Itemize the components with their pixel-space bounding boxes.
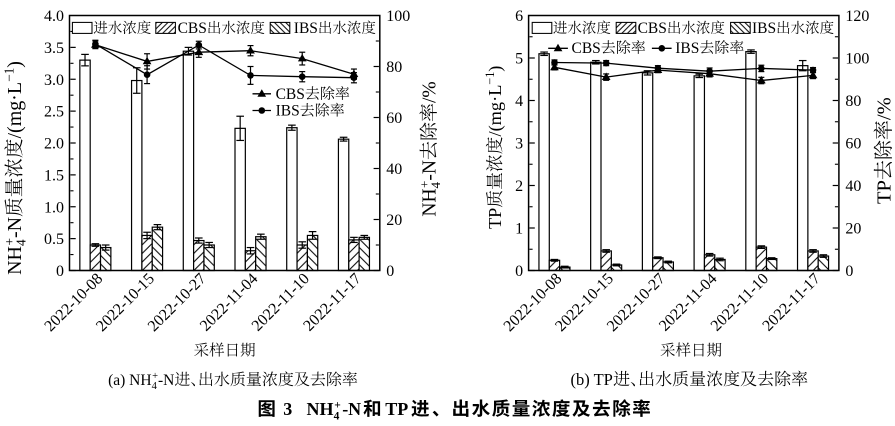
svg-text:4: 4 <box>428 182 443 189</box>
svg-text:TP: TP <box>385 399 408 419</box>
svg-text:3: 3 <box>283 399 292 419</box>
svg-text:-N: -N <box>342 399 361 419</box>
svg-text:120: 120 <box>845 8 869 25</box>
svg-text:1: 1 <box>515 221 523 238</box>
svg-text:CBS: CBS <box>638 20 667 37</box>
svg-text:L: L <box>485 85 505 96</box>
svg-text:40: 40 <box>386 161 402 178</box>
svg-text:2.5: 2.5 <box>44 104 64 121</box>
svg-text:IBS: IBS <box>294 20 318 37</box>
svg-text:CBS: CBS <box>178 20 207 37</box>
svg-text:/(mg: /(mg <box>4 101 26 139</box>
svg-text:NH: NH <box>420 188 441 216</box>
svg-text:-N: -N <box>420 160 441 181</box>
svg-text:(a) NH: (a) NH <box>108 372 151 389</box>
svg-text:6: 6 <box>515 8 523 25</box>
svg-text:CBS: CBS <box>276 86 305 103</box>
svg-text:2.0: 2.0 <box>44 136 64 153</box>
svg-text:20: 20 <box>386 212 402 229</box>
svg-text:0: 0 <box>386 263 394 280</box>
svg-text:−1: −1 <box>1 68 16 82</box>
svg-text:0: 0 <box>56 263 64 280</box>
svg-text:NH: NH <box>307 399 334 419</box>
svg-text:CBS: CBS <box>572 40 601 57</box>
svg-text:80: 80 <box>845 93 861 110</box>
svg-text:5: 5 <box>515 51 523 68</box>
svg-text:0: 0 <box>845 263 853 280</box>
svg-text:4.0: 4.0 <box>44 8 64 25</box>
svg-text:4: 4 <box>334 410 340 422</box>
svg-text:−1: −1 <box>483 72 497 85</box>
svg-text:IBS: IBS <box>675 40 699 57</box>
svg-text:TP: TP <box>874 180 895 204</box>
svg-text:4: 4 <box>14 239 29 246</box>
svg-text:0.5: 0.5 <box>44 231 64 248</box>
svg-text:IBS: IBS <box>752 20 776 37</box>
svg-text:3.0: 3.0 <box>44 72 64 89</box>
svg-text:100: 100 <box>386 8 410 25</box>
svg-text:3: 3 <box>515 136 523 153</box>
svg-text:/%: /% <box>420 81 441 103</box>
svg-text:TP: TP <box>485 208 505 229</box>
svg-text:4: 4 <box>152 381 158 392</box>
svg-text:): ) <box>4 61 26 68</box>
svg-text:): ) <box>485 66 506 72</box>
svg-text:L: L <box>4 82 26 94</box>
svg-text:80: 80 <box>386 59 402 76</box>
svg-text:1.5: 1.5 <box>44 168 64 185</box>
svg-text:100: 100 <box>845 51 869 68</box>
svg-text:20: 20 <box>845 221 861 238</box>
svg-text:60: 60 <box>845 136 861 153</box>
svg-text:/(mg: /(mg <box>485 102 506 137</box>
svg-text:+: + <box>334 399 341 411</box>
svg-text:+: + <box>2 238 17 246</box>
svg-text:·: · <box>4 94 26 101</box>
svg-text:·: · <box>485 96 505 102</box>
svg-text:60: 60 <box>386 110 402 127</box>
svg-text:+: + <box>417 181 432 188</box>
svg-text:4: 4 <box>515 93 523 110</box>
svg-text:-N: -N <box>4 217 26 238</box>
svg-text:40: 40 <box>845 178 861 195</box>
svg-text:2: 2 <box>515 178 523 195</box>
svg-text:+: + <box>152 371 158 382</box>
svg-text:(b) TP: (b) TP <box>571 370 613 389</box>
svg-text:/%: /% <box>874 97 895 120</box>
svg-text:IBS: IBS <box>276 103 300 120</box>
svg-text:3.5: 3.5 <box>44 40 64 57</box>
svg-text:-N: -N <box>158 372 174 389</box>
svg-text:1.0: 1.0 <box>44 199 64 216</box>
svg-text:NH: NH <box>4 246 26 275</box>
svg-text:0: 0 <box>515 263 523 280</box>
